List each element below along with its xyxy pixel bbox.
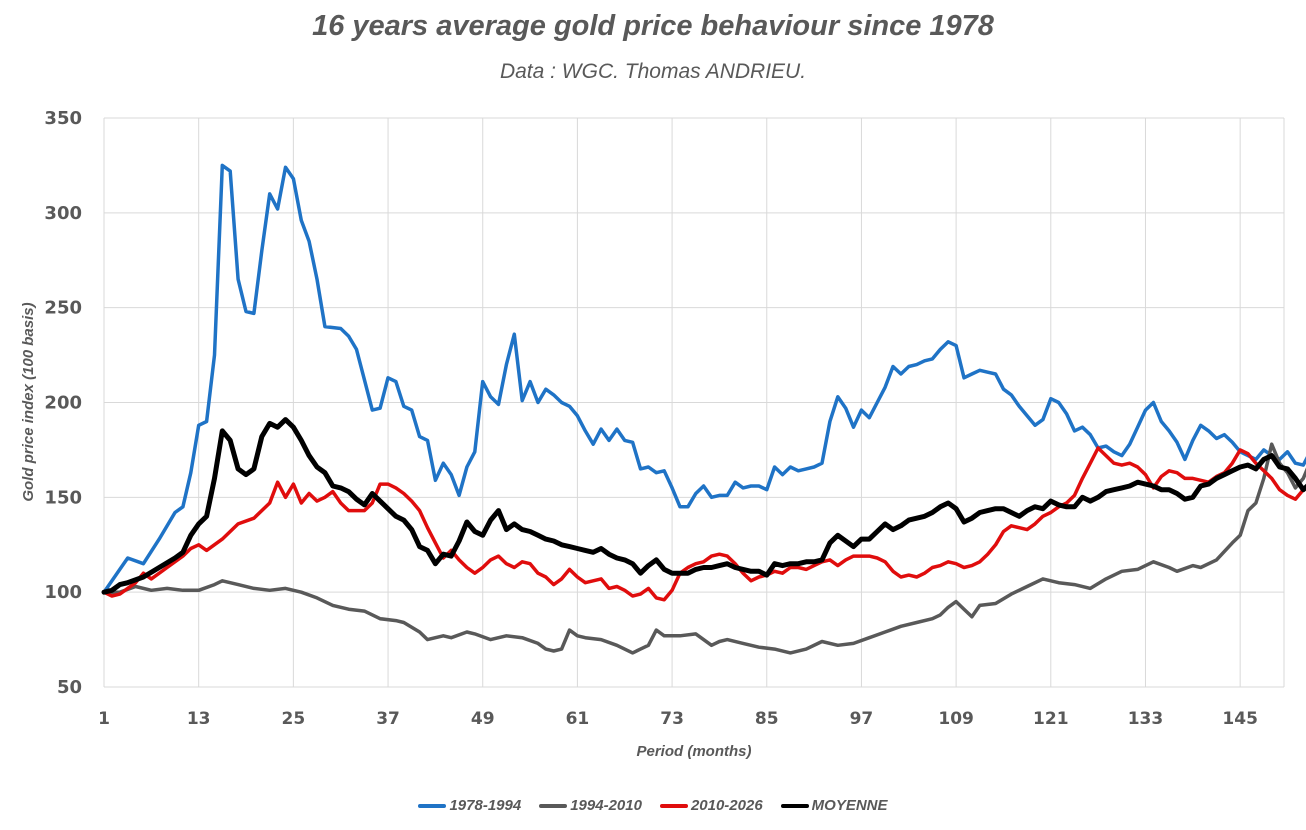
series-line-moyenne (101, 417, 1306, 595)
y-tick-label: 350 (44, 108, 82, 129)
legend-item: 1978-1994 (418, 797, 521, 814)
legend-item: 2010-2026 (659, 797, 763, 814)
x-axis-ticks: 11325374961738597109121133145157169181 (98, 709, 1258, 729)
x-tick-label: 109 (938, 709, 974, 729)
y-tick-label: 300 (44, 203, 82, 224)
x-tick-label: 85 (755, 709, 779, 729)
chart-subtitle: Data : WGC. Thomas ANDRIEU. (499, 60, 807, 83)
legend-label: MOYENNE (811, 797, 888, 814)
legend-item: MOYENNE (780, 797, 888, 814)
legend-label: 2010-2026 (690, 797, 763, 814)
x-tick-label: 133 (1128, 709, 1164, 729)
legend-label: 1978-1994 (449, 797, 522, 814)
x-tick-label: 25 (282, 709, 306, 729)
x-tick-label: 37 (376, 709, 400, 729)
legend: 1978-1994 1994-2010 2010-2026 MOYENNE (0, 797, 1306, 814)
y-tick-label: 100 (44, 582, 82, 603)
y-tick-label: 250 (44, 298, 82, 319)
x-axis-label: Period (months) (637, 743, 752, 760)
x-tick-label: 73 (660, 709, 684, 729)
series-line-2010-2026 (102, 446, 1306, 602)
legend-label: 1994-2010 (570, 797, 642, 814)
y-tick-label: 150 (44, 487, 82, 508)
legend-swatch (780, 803, 809, 808)
y-tick-label: 200 (44, 393, 82, 414)
chart-title: 16 years average gold price behaviour si… (312, 10, 994, 42)
x-tick-label: 49 (471, 709, 495, 729)
series-lines (101, 163, 1306, 655)
y-axis-label: Gold price index (100 basis) (20, 302, 37, 501)
legend-swatch (418, 803, 447, 808)
y-tick-label: 50 (57, 677, 82, 698)
x-tick-label: 13 (187, 709, 211, 729)
legend-swatch (539, 803, 568, 808)
x-tick-label: 1 (98, 709, 110, 729)
gridlines (103, 117, 1285, 688)
legend-item: 1994-2010 (539, 797, 642, 814)
x-tick-label: 61 (566, 709, 590, 729)
series-line-1994-2010 (102, 442, 1306, 655)
series-line-1978-1994 (102, 163, 1306, 594)
x-tick-label: 145 (1222, 709, 1258, 729)
x-tick-label: 97 (850, 709, 874, 729)
y-axis-ticks: 50 100 150 200 250 300 350 (44, 108, 82, 698)
x-tick-label: 121 (1033, 709, 1069, 729)
legend-swatch (659, 803, 688, 808)
